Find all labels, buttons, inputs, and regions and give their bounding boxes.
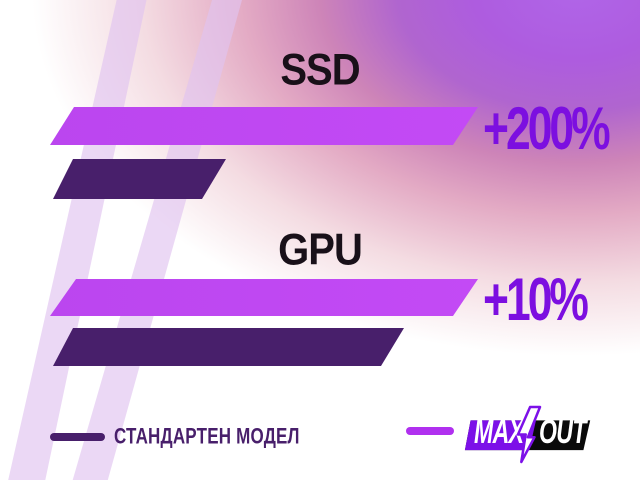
svg-text:OUT: OUT xyxy=(539,414,588,451)
